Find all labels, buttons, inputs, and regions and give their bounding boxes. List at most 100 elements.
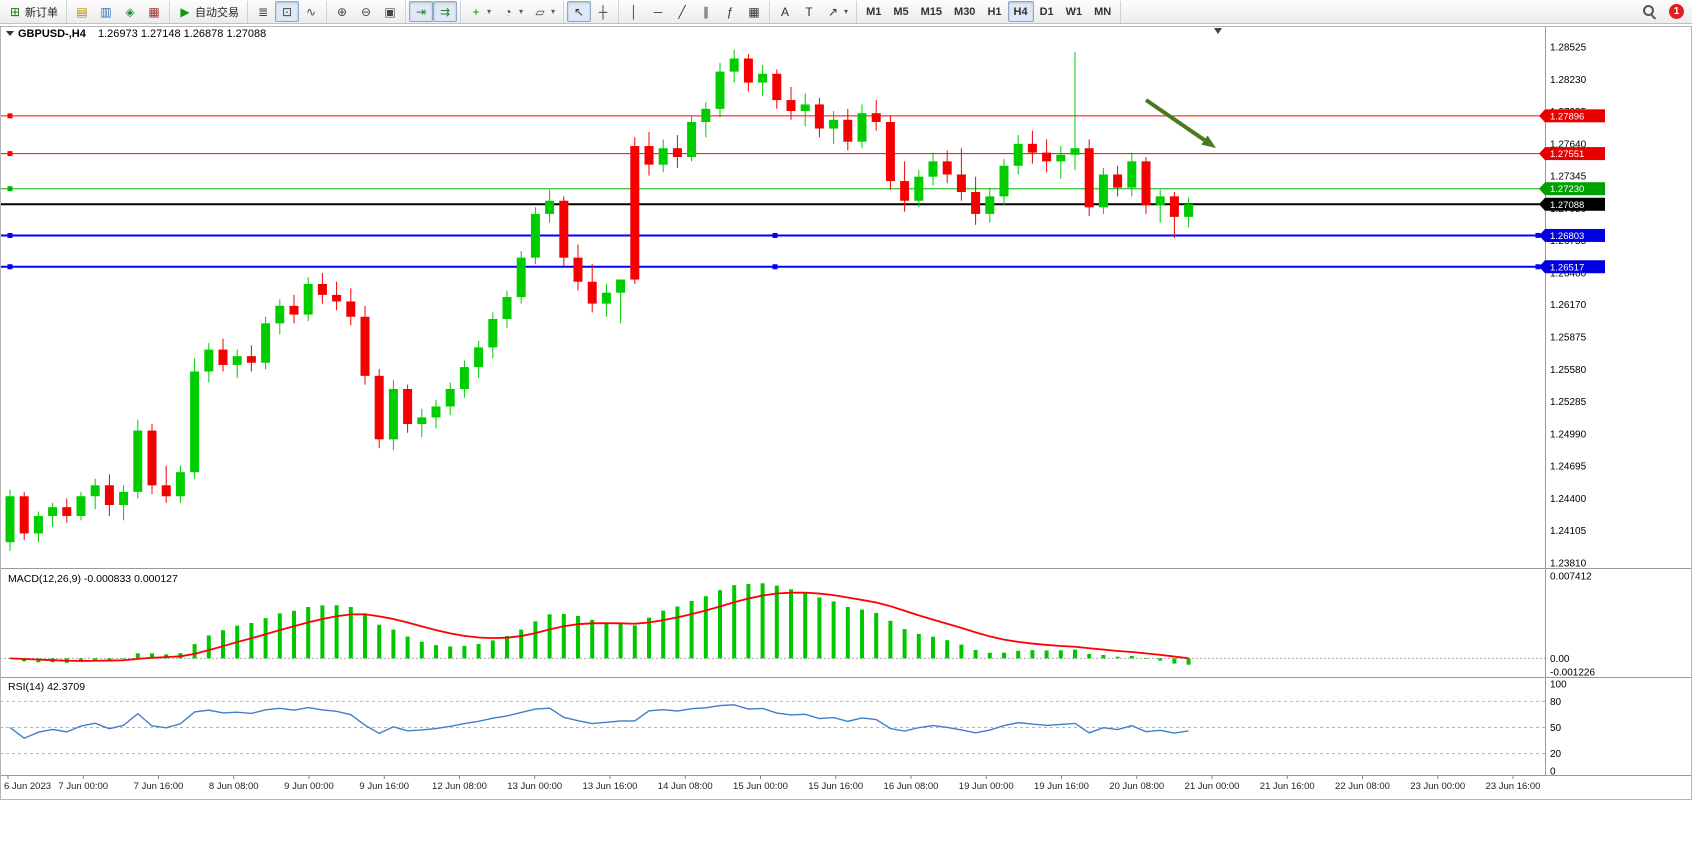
horizontal-line-icon: ─ xyxy=(653,4,663,19)
trendline-icon: ╱ xyxy=(678,4,686,19)
rsi-line xyxy=(9,704,1189,740)
scroll-group: ⇥ ⇉ xyxy=(406,0,461,23)
price-badge-1.27088[interactable]: 1.27088 xyxy=(1539,197,1605,211)
tile-windows-button[interactable]: ▣ xyxy=(378,1,402,22)
search-icon xyxy=(1642,4,1657,19)
indicators-button[interactable]: + ▾ xyxy=(464,1,496,22)
chart-shift-button[interactable]: ⇉ xyxy=(433,1,457,22)
crosshair-icon: ┼ xyxy=(598,4,608,19)
periods-dropdown-arrow[interactable]: ▾ xyxy=(519,7,524,16)
timeframe-h1[interactable]: H1 xyxy=(981,1,1007,22)
crosshair-button[interactable]: ┼ xyxy=(591,1,615,22)
new-order-button[interactable]: ⊞ 新订单 xyxy=(3,1,63,22)
navigator-button[interactable]: ◈ xyxy=(118,1,142,22)
timeframe-group: M1 M5 M15 M30 H1 H4 D1 W1 MN xyxy=(857,0,1122,23)
search-button[interactable] xyxy=(1637,1,1662,22)
fibonacci-icon: ƒ xyxy=(726,4,734,19)
macd-axis-label: 0.007412 xyxy=(1550,572,1592,583)
price-badge-1.27230[interactable]: 1.27230 xyxy=(1539,182,1605,196)
market-watch-button[interactable]: ▤ xyxy=(70,1,94,22)
toolbar-groups: ⊞ 新订单 ▤ ▥ ◈ ▦ ▶ 自动交易 ≣ ⊡ ∿ ⊕ ⊖ ▣ ⇥ ⇉ + ▾ ◔ ▾ ▱ ▾ ↖ ┼ │ ─ ╱ ∥ ƒ ▦ A T ↗ ▾ M… xyxy=(0,0,1122,23)
indicators-dropdown-arrow[interactable]: ▾ xyxy=(487,7,492,16)
price-badge-label: 1.27896 xyxy=(1550,111,1584,122)
level-handle[interactable] xyxy=(7,151,13,157)
terminal-button[interactable]: ▦ xyxy=(142,1,166,22)
lines-group: │ ─ ╱ ∥ ƒ ▦ xyxy=(619,0,771,23)
macd-signal-line xyxy=(9,591,1189,662)
chart-canvas[interactable]: 1.285251.282301.279351.276401.273451.270… xyxy=(0,24,1692,846)
time-label: 7 Jun 16:00 xyxy=(134,781,184,792)
channel-button[interactable]: ∥ xyxy=(694,1,718,22)
time-label: 13 Jun 00:00 xyxy=(507,781,562,792)
timeframe-w1[interactable]: W1 xyxy=(1060,1,1089,22)
chart-type-group: ≣ ⊡ ∿ xyxy=(248,0,327,23)
price-badge-1.27551[interactable]: 1.27551 xyxy=(1539,147,1605,161)
horizontal-line-button[interactable]: ─ xyxy=(646,1,670,22)
level-handle[interactable] xyxy=(772,264,778,270)
price-badge-label: 1.27551 xyxy=(1550,149,1584,160)
time-label: 15 Jun 16:00 xyxy=(808,781,863,792)
bar-chart-button[interactable]: ≣ xyxy=(251,1,275,22)
zoom-in-button[interactable]: ⊕ xyxy=(330,1,354,22)
level-handle[interactable] xyxy=(7,264,13,270)
autotrading-icon: ▶ xyxy=(180,4,190,19)
price-badge-label: 1.27230 xyxy=(1550,184,1584,195)
timeframe-w1-label: W1 xyxy=(1065,5,1083,18)
price-axis-label: 1.23810 xyxy=(1550,559,1587,570)
level-handle[interactable] xyxy=(7,186,13,192)
notification-badge[interactable]: 1 xyxy=(1669,4,1684,19)
text-label-button[interactable]: T xyxy=(797,1,821,22)
level-handle[interactable] xyxy=(1535,264,1541,270)
chart-shift-marker[interactable] xyxy=(1214,28,1222,34)
level-handle[interactable] xyxy=(7,113,13,119)
timeframe-m1[interactable]: M1 xyxy=(860,1,887,22)
timeframe-m30[interactable]: M30 xyxy=(948,1,981,22)
cursor-icon: ↖ xyxy=(574,4,585,19)
level-handle[interactable] xyxy=(772,232,778,238)
candlestick-chart-button[interactable]: ⊡ xyxy=(275,1,299,22)
text-button[interactable]: A xyxy=(773,1,797,22)
fibonacci-button[interactable]: ƒ xyxy=(718,1,742,22)
timeframe-d1-label: D1 xyxy=(1039,5,1054,18)
line-chart-button[interactable]: ∿ xyxy=(299,1,323,22)
time-label: 9 Jun 16:00 xyxy=(359,781,409,792)
arrows-button[interactable]: ↗ ▾ xyxy=(821,1,853,22)
time-label: 19 Jun 00:00 xyxy=(959,781,1014,792)
timeframe-d1[interactable]: D1 xyxy=(1034,1,1060,22)
price-badge-1.27896[interactable]: 1.27896 xyxy=(1539,109,1605,123)
price-axis-label: 1.24990 xyxy=(1550,429,1587,440)
autotrading-button[interactable]: ▶ 自动交易 xyxy=(173,1,244,22)
timeframe-m5[interactable]: M5 xyxy=(887,1,914,22)
grid-button[interactable]: ▦ xyxy=(742,1,766,22)
vertical-line-button[interactable]: │ xyxy=(622,1,646,22)
timeframe-h1-label: H1 xyxy=(987,5,1002,18)
timeframe-mn[interactable]: MN xyxy=(1088,1,1117,22)
data-window-button[interactable]: ▥ xyxy=(94,1,118,22)
timeframe-m15[interactable]: M15 xyxy=(915,1,948,22)
price-badge-1.26517[interactable]: 1.26517 xyxy=(1539,260,1605,274)
macd-histogram xyxy=(8,583,1191,665)
trend-arrow[interactable] xyxy=(1144,98,1216,148)
time-label: 13 Jun 16:00 xyxy=(583,781,638,792)
autotrading-button-label: 自动交易 xyxy=(195,6,239,19)
periods-button[interactable]: ◔ ▾ xyxy=(496,1,528,22)
price-badge-1.26803[interactable]: 1.26803 xyxy=(1539,228,1605,242)
candles-layer xyxy=(5,49,1194,551)
time-axis[interactable]: 6 Jun 2023 7 Jun 00:00 7 Jun 16:00 8 Jun 08… xyxy=(4,775,1540,792)
chart-menu-icon[interactable] xyxy=(6,31,14,36)
chart-title: GBPUSD-,H4 xyxy=(18,28,87,40)
time-label: 6 Jun 2023 xyxy=(4,781,51,792)
templates-button[interactable]: ▱ ▾ xyxy=(528,1,560,22)
level-handle[interactable] xyxy=(1535,232,1541,238)
auto-scroll-button[interactable]: ⇥ xyxy=(409,1,433,22)
cursor-button[interactable]: ↖ xyxy=(567,1,592,22)
zoom-out-button[interactable]: ⊖ xyxy=(354,1,378,22)
timeframe-h4[interactable]: H4 xyxy=(1007,1,1034,22)
arrows-dropdown-arrow[interactable]: ▾ xyxy=(844,7,849,16)
vertical-line-icon: │ xyxy=(630,4,638,19)
line-chart-icon: ∿ xyxy=(305,4,317,19)
candlestick-chart-icon: ⊡ xyxy=(281,4,293,19)
level-handle[interactable] xyxy=(7,232,13,238)
trendline-button[interactable]: ╱ xyxy=(670,1,694,22)
templates-dropdown-arrow[interactable]: ▾ xyxy=(551,7,556,16)
